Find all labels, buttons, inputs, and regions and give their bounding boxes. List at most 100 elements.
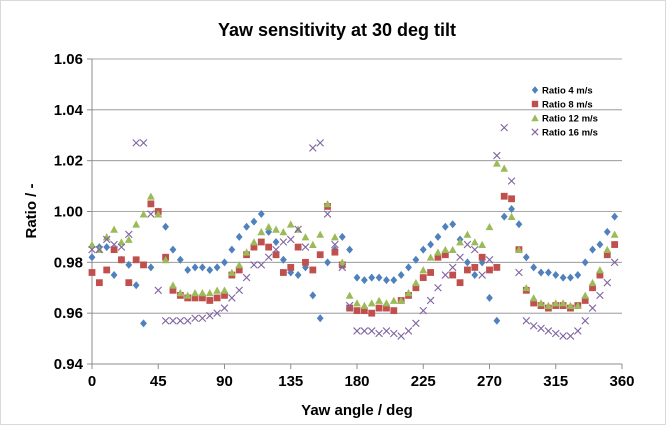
- data-point: [368, 273, 376, 282]
- data-point: [441, 245, 450, 254]
- data-point: [441, 251, 449, 259]
- data-point: [603, 227, 611, 236]
- data-point: [470, 238, 479, 246]
- x-tick-label: 90: [216, 373, 233, 390]
- data-point: [589, 284, 596, 292]
- data-point: [279, 228, 288, 236]
- legend-marker: [531, 114, 539, 122]
- data-point: [456, 238, 464, 246]
- y-tick-label: 1.00: [54, 204, 83, 221]
- data-point: [404, 327, 413, 335]
- data-point: [125, 279, 133, 287]
- y-tick-label: 0.96: [54, 305, 83, 322]
- data-point: [124, 235, 133, 243]
- data-point: [316, 251, 324, 259]
- series-1: [88, 204, 619, 328]
- data-point: [360, 327, 369, 335]
- data-point: [353, 327, 361, 335]
- data-point: [434, 253, 442, 261]
- data-point: [522, 283, 531, 292]
- data-point: [205, 311, 214, 320]
- data-point: [581, 291, 590, 299]
- data-point: [301, 233, 310, 241]
- data-point: [95, 245, 104, 254]
- data-point: [434, 283, 442, 292]
- x-tick-label: 360: [609, 373, 634, 390]
- data-point: [279, 255, 287, 264]
- data-point: [264, 222, 273, 231]
- data-point: [449, 220, 457, 229]
- data-point: [390, 329, 398, 338]
- data-point: [507, 177, 516, 185]
- data-point: [375, 304, 383, 312]
- data-point: [390, 276, 398, 285]
- data-point: [345, 291, 354, 299]
- data-point: [382, 299, 391, 307]
- data-point: [324, 258, 331, 267]
- x-axis-title: Yaw angle / deg: [301, 402, 413, 419]
- data-point: [573, 301, 582, 309]
- data-point: [169, 317, 177, 325]
- data-point: [103, 266, 111, 274]
- data-point: [140, 319, 147, 328]
- data-point: [456, 279, 464, 287]
- data-point: [383, 304, 390, 312]
- data-point: [338, 263, 347, 272]
- data-point: [530, 263, 538, 272]
- data-point: [603, 245, 612, 254]
- y-tick-label: 0.98: [54, 254, 83, 271]
- data-point: [243, 222, 250, 231]
- data-point: [287, 268, 295, 277]
- data-point: [169, 286, 177, 294]
- data-point: [566, 332, 575, 340]
- legend-label: Ratio 4 m/s: [542, 86, 593, 97]
- data-point: [486, 293, 493, 302]
- data-point: [375, 329, 383, 338]
- data-point: [191, 314, 199, 323]
- legend-label: Ratio 12 m/s: [542, 114, 598, 125]
- data-point: [508, 204, 515, 213]
- data-point: [434, 248, 442, 256]
- data-point: [507, 212, 516, 220]
- y-tick-label: 1.06: [54, 51, 83, 68]
- data-point: [485, 222, 494, 231]
- legend-label: Ratio 8 m/s: [542, 100, 593, 111]
- data-point: [471, 271, 479, 280]
- data-point: [419, 266, 428, 274]
- data-point: [191, 294, 199, 302]
- data-point: [522, 317, 531, 325]
- data-point: [383, 276, 390, 285]
- data-point: [184, 265, 192, 274]
- data-point: [485, 256, 494, 264]
- chart-title: Yaw sensitivity at 30 deg tilt: [218, 20, 456, 40]
- data-point: [316, 139, 324, 147]
- data-point: [309, 291, 317, 300]
- legend-label: Ratio 16 m/s: [542, 128, 598, 139]
- data-point: [309, 144, 317, 152]
- data-point: [169, 245, 177, 254]
- data-point: [161, 255, 170, 264]
- data-point: [375, 273, 383, 282]
- data-point: [272, 225, 280, 233]
- data-point: [272, 245, 280, 254]
- data-point: [103, 243, 111, 252]
- data-point: [537, 268, 545, 277]
- data-point: [102, 233, 111, 241]
- data-point: [88, 245, 96, 254]
- data-point: [213, 309, 221, 317]
- data-point: [522, 253, 530, 262]
- data-point: [463, 240, 472, 249]
- data-point: [147, 263, 155, 272]
- data-point: [603, 251, 611, 259]
- data-point: [242, 273, 251, 282]
- data-point: [88, 269, 96, 276]
- data-point: [250, 217, 258, 226]
- data-point: [213, 294, 221, 302]
- data-point: [154, 286, 163, 295]
- legend-marker: [531, 100, 539, 108]
- data-point: [286, 220, 295, 228]
- data-point: [199, 294, 206, 302]
- data-point: [323, 210, 332, 218]
- data-point: [537, 324, 545, 333]
- data-point: [257, 238, 265, 246]
